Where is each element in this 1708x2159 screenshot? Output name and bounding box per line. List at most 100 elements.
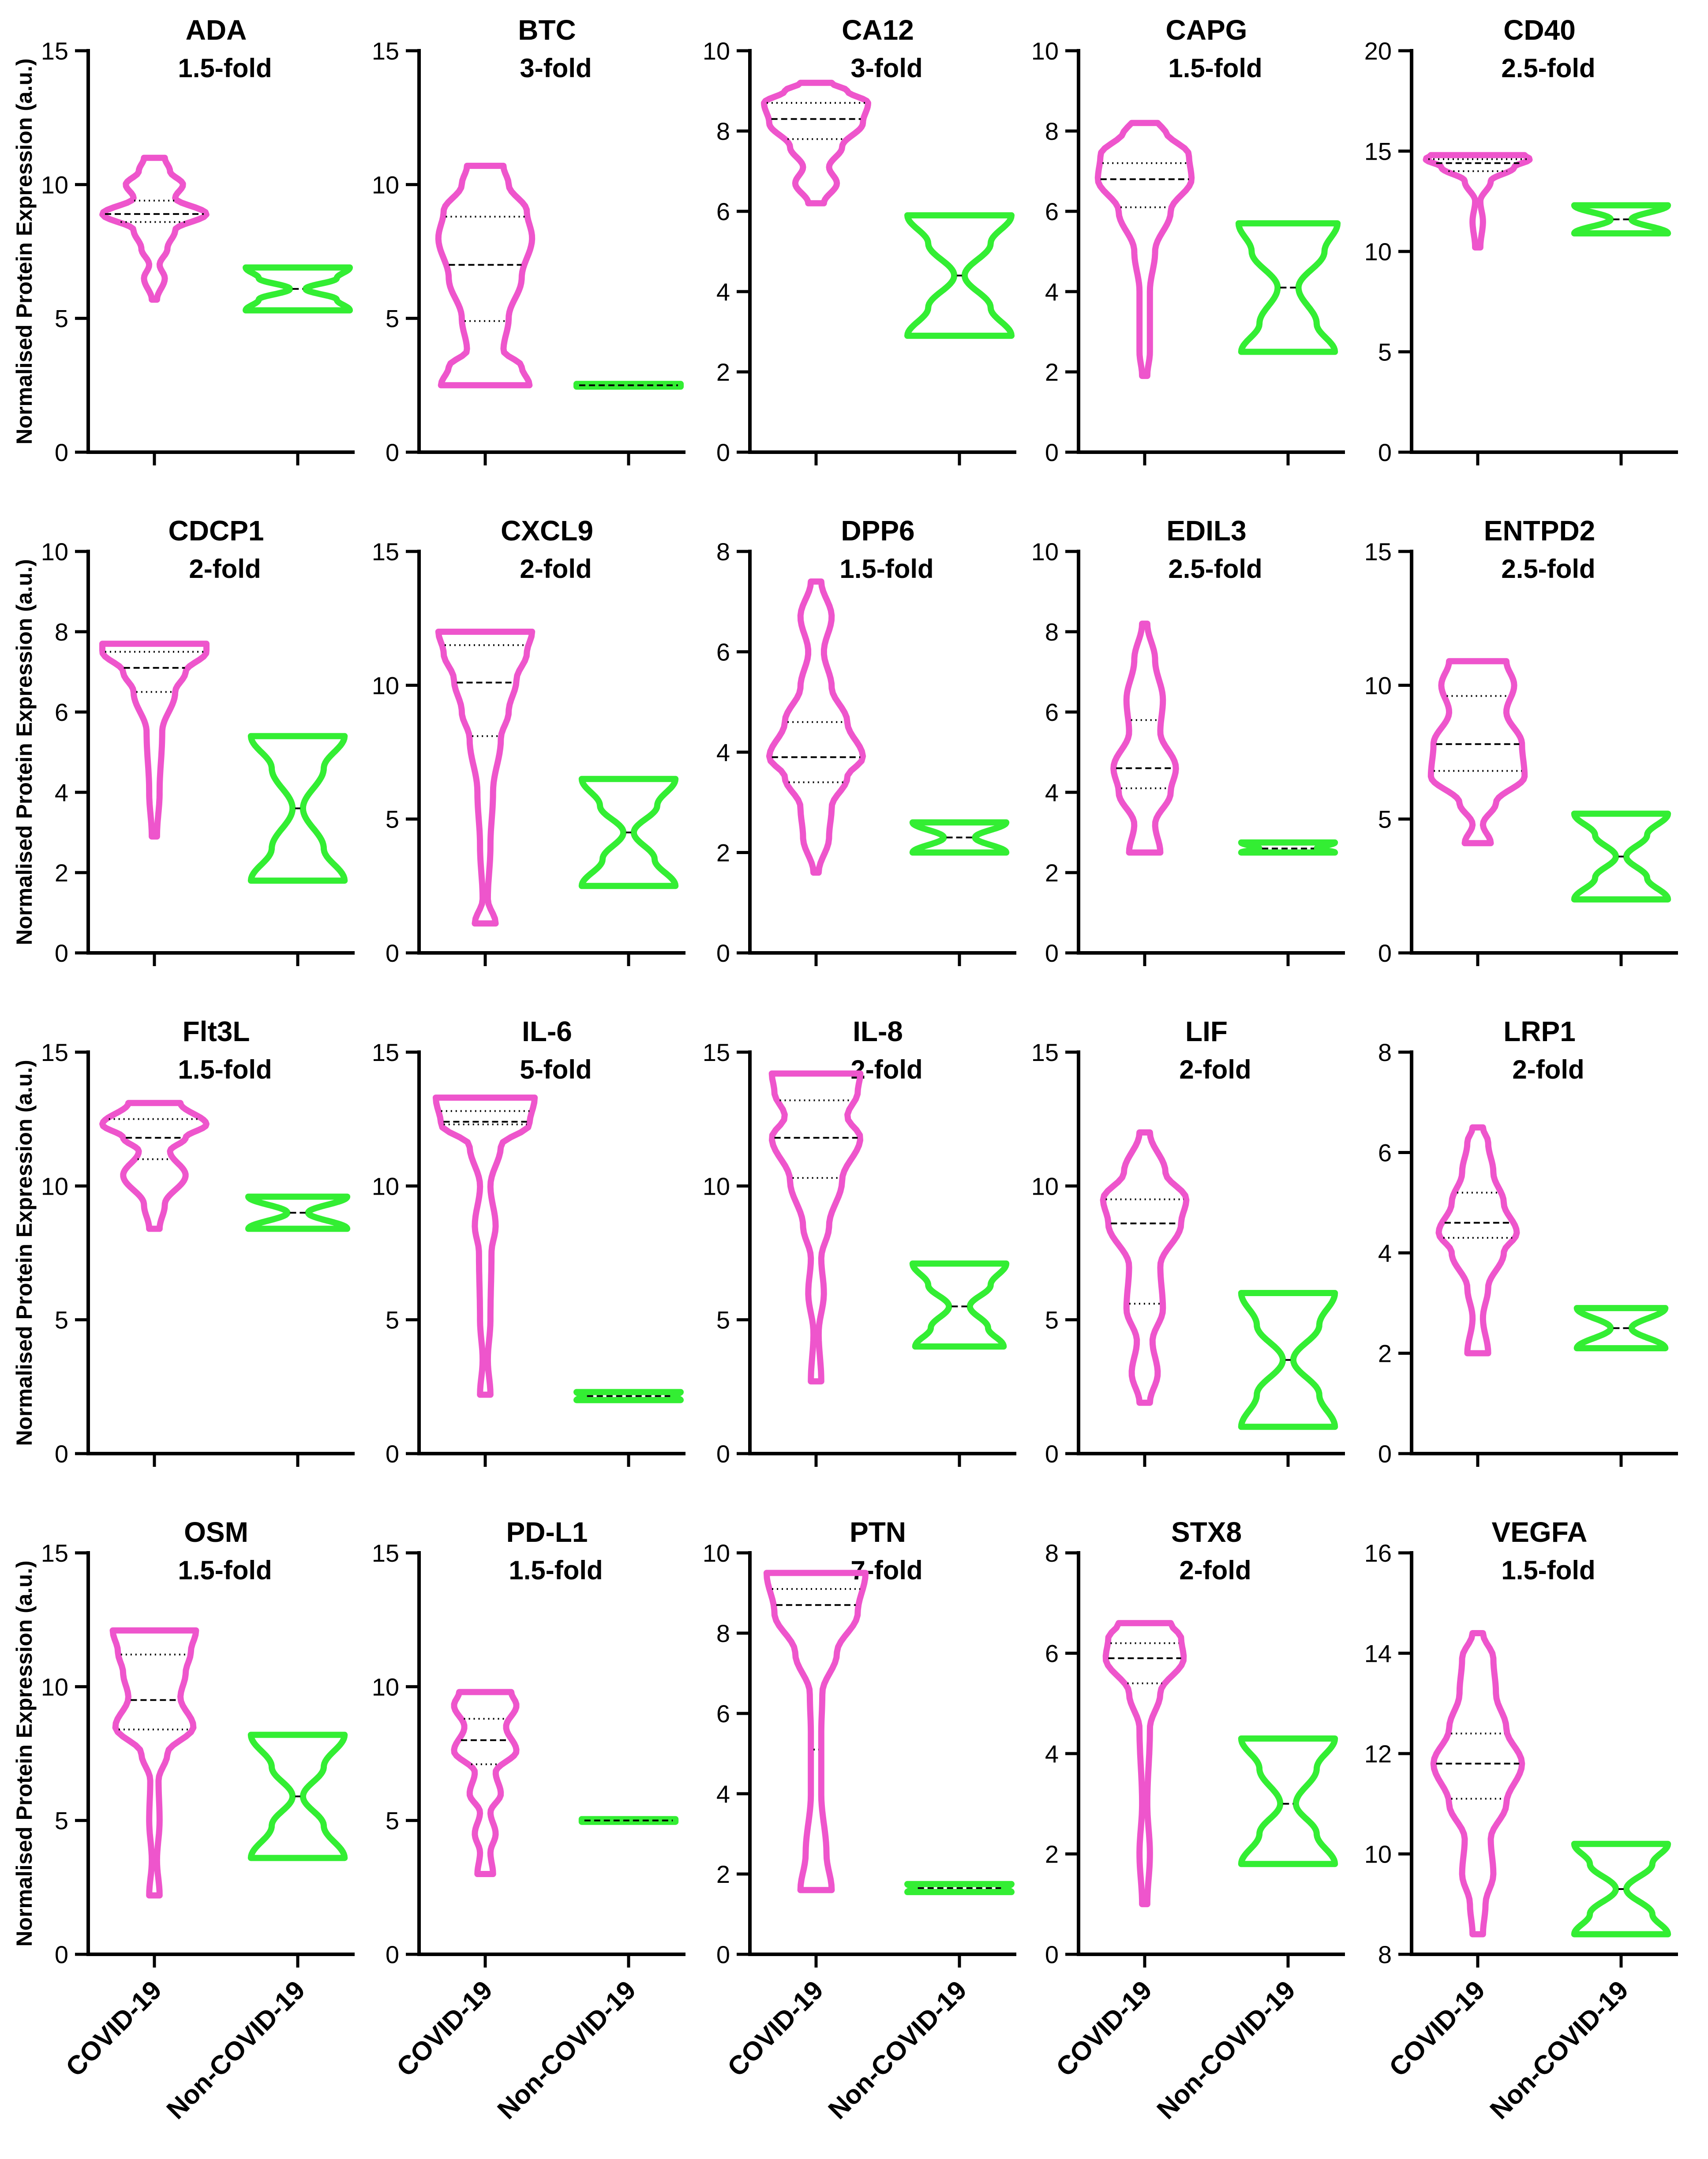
y-axis-title: Normalised Protein Expression (a.u.)	[12, 1060, 37, 1446]
panel-title: DPP6	[841, 515, 914, 547]
violin-non-covid	[1235, 220, 1341, 355]
panel-title: LRP1	[1503, 1016, 1576, 1047]
violin-outline	[573, 381, 684, 390]
violin-non-covid	[1238, 1290, 1338, 1430]
y-tick-label: 4	[716, 1780, 730, 1808]
fold-change-label: 3-fold	[520, 53, 592, 83]
violin-non-covid	[1571, 810, 1671, 903]
y-tick-label: 0	[386, 939, 399, 967]
y-tick-label: 8	[1378, 1941, 1392, 1968]
y-tick-label: 6	[716, 198, 730, 225]
panel-entpd2: ENTPD2 2.5-fold 0 5 10 15	[1364, 515, 1678, 967]
y-tick-label: 15	[372, 538, 399, 566]
y-tick-label: 0	[386, 1941, 399, 1968]
violin-outline	[573, 1389, 684, 1403]
fold-change-label: 1.5-fold	[839, 554, 933, 584]
y-tick-label: 0	[55, 939, 68, 967]
panel-lrp1: LRP1 2-fold 0 2 4 6 8	[1378, 1016, 1678, 1468]
y-tick-label: 2	[55, 859, 68, 887]
y-tick-label: 6	[1045, 698, 1059, 726]
panel-title: EDIL3	[1166, 515, 1246, 547]
violin-covid	[761, 79, 871, 206]
panel-title: IL-8	[853, 1016, 903, 1047]
y-tick-label: 15	[1364, 538, 1392, 566]
violin-outline	[99, 154, 210, 303]
y-tick-label: 4	[716, 738, 730, 766]
violin-covid	[435, 629, 536, 927]
panel-il-6: IL-6 5-fold 0 5 10 15	[372, 1016, 685, 1468]
panel-title: CXCL9	[501, 515, 593, 547]
y-tick-label: 0	[1045, 439, 1059, 466]
x-category-label: Non-COVID-19	[823, 1975, 973, 2125]
violin-non-covid	[1238, 839, 1338, 856]
violin-covid	[432, 1094, 538, 1398]
y-tick-label: 8	[1378, 1038, 1392, 1066]
panel-vegfa: VEGFA 1.5-fold 8 10 12 14 16 COVID-19Non-COVID-…	[1364, 1516, 1678, 2125]
panel-title: ADA	[186, 14, 247, 46]
violin-outline	[766, 578, 866, 876]
x-category-label: COVID-19	[391, 1975, 498, 2082]
violin-covid	[1100, 1129, 1190, 1406]
panel-title: CAPG	[1166, 14, 1247, 46]
violin-outline	[761, 79, 871, 206]
y-tick-label: 12	[1364, 1740, 1392, 1768]
y-tick-label: 0	[716, 1941, 730, 1968]
y-tick-label: 8	[1045, 117, 1059, 145]
fold-change-label: 2-fold	[1512, 1055, 1584, 1084]
violin-covid	[99, 154, 210, 303]
fold-change-label: 3-fold	[850, 53, 922, 83]
violin-non-covid	[1571, 202, 1671, 236]
violin-non-covid	[1238, 1735, 1338, 1867]
fold-change-label: 1.5-fold	[1168, 53, 1262, 83]
violin-covid	[99, 1100, 210, 1232]
violin-non-covid	[573, 381, 684, 390]
violin-non-covid	[1571, 1840, 1671, 1938]
y-tick-label: 6	[716, 638, 730, 666]
fold-change-label: 2-fold	[520, 554, 592, 584]
fold-change-label: 1.5-fold	[178, 53, 272, 83]
y-tick-label: 6	[716, 1700, 730, 1728]
violin-outline	[1571, 1840, 1671, 1938]
violin-outline	[99, 1100, 210, 1232]
x-category-label: COVID-19	[722, 1975, 829, 2082]
violin-outline	[99, 641, 210, 840]
panel-title: CDCP1	[169, 515, 264, 547]
y-tick-label: 2	[1045, 358, 1059, 386]
violin-outline	[1571, 810, 1671, 903]
violin-covid	[1435, 1124, 1520, 1357]
x-category-label: Non-COVID-19	[1151, 1975, 1301, 2125]
y-tick-label: 6	[1045, 1640, 1059, 1668]
fold-change-label: 2-fold	[189, 554, 261, 584]
violin-covid	[1427, 658, 1528, 847]
panel-cxcl9: CXCL9 2-fold 0 5 10 15	[372, 515, 685, 967]
panel-lif: LIF 2-fold 0 5 10 15	[1031, 1016, 1345, 1468]
panel-title: BTC	[518, 14, 576, 46]
violin-outline	[1102, 1620, 1187, 1908]
violin-covid	[1430, 1630, 1525, 1938]
y-axis-title: Normalised Protein Expression (a.u.)	[12, 1560, 37, 1946]
x-category-label: COVID-19	[1383, 1975, 1491, 2082]
y-tick-label: 5	[386, 1306, 399, 1334]
fold-change-label: 2-fold	[1179, 1055, 1251, 1084]
y-tick-label: 10	[372, 171, 399, 199]
violin-outline	[1238, 1735, 1338, 1867]
violin-outline	[1573, 1305, 1669, 1352]
y-tick-label: 0	[1378, 439, 1392, 466]
y-tick-label: 8	[716, 538, 730, 566]
violin-non-covid	[247, 733, 348, 884]
y-tick-label: 10	[1031, 1172, 1059, 1200]
fold-change-label: 1.5-fold	[509, 1556, 603, 1585]
fold-change-label: 2-fold	[1179, 1556, 1251, 1585]
violin-outline	[1094, 120, 1195, 379]
x-category-label: COVID-19	[60, 1975, 167, 2082]
y-tick-label: 15	[372, 1539, 399, 1567]
x-category-label: Non-COVID-19	[161, 1975, 311, 2125]
violin-non-covid	[904, 212, 1015, 339]
y-axis-title: Normalised Protein Expression (a.u.)	[12, 58, 37, 444]
violin-outline	[1100, 1129, 1190, 1406]
panel-flt3l: Flt3L 1.5-fold 0 5 10 15	[41, 1016, 355, 1468]
y-tick-label: 2	[716, 358, 730, 386]
violin-covid	[99, 641, 210, 840]
fold-change-label: 1.5-fold	[178, 1556, 272, 1585]
